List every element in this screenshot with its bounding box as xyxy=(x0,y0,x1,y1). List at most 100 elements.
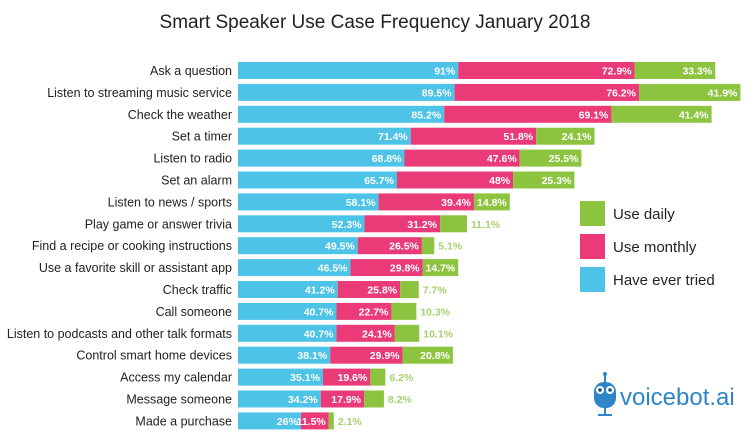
data-label: 46.5% xyxy=(318,263,348,275)
legend-label: Use daily xyxy=(613,206,675,223)
data-label: 33.3% xyxy=(682,66,712,78)
bar-use-daily xyxy=(638,83,741,101)
bar-use-monthly xyxy=(330,346,403,364)
bar-have-ever-tried xyxy=(238,127,411,145)
bar-use-monthly xyxy=(350,259,423,277)
data-label: 35.1% xyxy=(290,372,320,384)
bar-use-monthly xyxy=(336,302,392,320)
data-label: 58.1% xyxy=(346,197,376,209)
data-label: 65.7% xyxy=(364,175,394,187)
data-label: 39.4% xyxy=(441,197,471,209)
bar-use-daily xyxy=(328,412,334,430)
bar-use-daily xyxy=(364,390,384,408)
data-label: 7.7% xyxy=(423,285,448,297)
bar-use-daily xyxy=(536,127,595,145)
legend-label: Have ever tried xyxy=(613,272,715,289)
bar-use-monthly xyxy=(396,171,514,189)
bar-have-ever-tried xyxy=(238,215,365,233)
data-label: 72.9% xyxy=(602,66,632,78)
data-label: 48% xyxy=(489,175,511,187)
category-label: Find a recipe or cooking instructions xyxy=(32,239,232,253)
data-label: 51.8% xyxy=(503,131,533,143)
data-label: 89.5% xyxy=(422,87,452,99)
data-label: 25.3% xyxy=(542,175,572,187)
category-label: Access my calendar xyxy=(120,371,232,385)
bar-use-daily xyxy=(402,346,453,364)
bar-have-ever-tried xyxy=(238,346,331,364)
category-label: Listen to podcasts and other talk format… xyxy=(7,327,232,341)
bar-have-ever-tried xyxy=(238,412,301,430)
bar-have-ever-tried xyxy=(238,390,321,408)
data-label: 85.2% xyxy=(411,109,441,121)
chart-title: Smart Speaker Use Case Frequency January… xyxy=(159,12,591,33)
bar-use-monthly xyxy=(444,105,612,123)
category-label: Listen to news / sports xyxy=(108,195,232,209)
bar-use-monthly xyxy=(322,368,371,386)
data-label: 22.7% xyxy=(359,306,389,318)
bar-use-monthly xyxy=(337,281,401,298)
bar-have-ever-tried xyxy=(238,171,397,189)
bar-use-daily xyxy=(634,62,716,79)
bar-use-monthly xyxy=(458,62,635,79)
bar-use-daily xyxy=(513,171,575,189)
data-label: 20.8% xyxy=(420,350,450,362)
bar-have-ever-tried xyxy=(238,302,337,320)
category-label: Made a purchase xyxy=(135,414,232,428)
bar-use-monthly xyxy=(357,237,422,255)
category-label: Use a favorite skill or assistant app xyxy=(39,261,232,275)
bar-have-ever-tried xyxy=(238,149,405,167)
data-label: 14.8% xyxy=(477,197,507,209)
data-label: 91% xyxy=(434,66,456,78)
data-label: 26.5% xyxy=(389,241,419,253)
data-label: 34.2% xyxy=(288,394,318,406)
logo-text: voicebot.ai xyxy=(620,384,735,411)
bar-have-ever-tried xyxy=(238,83,455,101)
bar-have-ever-tried xyxy=(238,259,351,277)
data-label: 69.1% xyxy=(579,109,609,121)
data-label: 76.2% xyxy=(606,87,636,99)
data-label: 17.9% xyxy=(331,394,361,406)
bar-use-monthly xyxy=(404,149,520,167)
category-label: Ask a question xyxy=(150,64,232,78)
bar-use-daily xyxy=(422,259,459,277)
bar-use-daily xyxy=(400,281,419,298)
data-label: 2.1% xyxy=(338,416,363,428)
category-label: Check the weather xyxy=(128,108,232,122)
data-label: 29.8% xyxy=(390,263,420,275)
data-label: 24.1% xyxy=(362,328,392,340)
data-label: 71.4% xyxy=(378,131,408,143)
category-label: Set an alarm xyxy=(161,174,232,188)
bar-use-monthly xyxy=(378,193,474,211)
data-label: 52.3% xyxy=(332,219,362,231)
bar-use-daily xyxy=(421,237,435,255)
bar-use-daily xyxy=(611,105,712,123)
bar-have-ever-tried xyxy=(238,237,358,255)
data-label: 26% xyxy=(277,416,299,428)
bar-use-daily xyxy=(394,324,420,342)
data-label: 24.1% xyxy=(562,131,592,143)
bar-have-ever-tried xyxy=(238,105,445,123)
bar-have-ever-tried xyxy=(238,368,323,386)
bar-use-daily xyxy=(370,368,386,386)
bar-have-ever-tried xyxy=(238,281,338,298)
data-label: 25.8% xyxy=(367,285,397,297)
data-label: 8.2% xyxy=(388,394,413,406)
bar-use-daily xyxy=(440,215,467,233)
data-label: 6.2% xyxy=(389,372,414,384)
category-label: Check traffic xyxy=(163,283,232,297)
data-label: 11.5% xyxy=(297,416,327,428)
bar-use-daily xyxy=(519,149,582,167)
data-label: 49.5% xyxy=(325,241,355,253)
category-label: Play game or answer trivia xyxy=(85,217,232,231)
data-label: 10.3% xyxy=(420,306,450,318)
data-label: 10.1% xyxy=(423,328,453,340)
data-label: 41.4% xyxy=(679,109,709,121)
legend-swatch xyxy=(580,234,605,259)
bar-use-monthly xyxy=(364,215,441,233)
bar-use-monthly xyxy=(300,412,329,430)
data-label: 29.9% xyxy=(370,350,400,362)
data-label: 25.5% xyxy=(549,153,579,165)
bar-use-monthly xyxy=(454,83,639,101)
